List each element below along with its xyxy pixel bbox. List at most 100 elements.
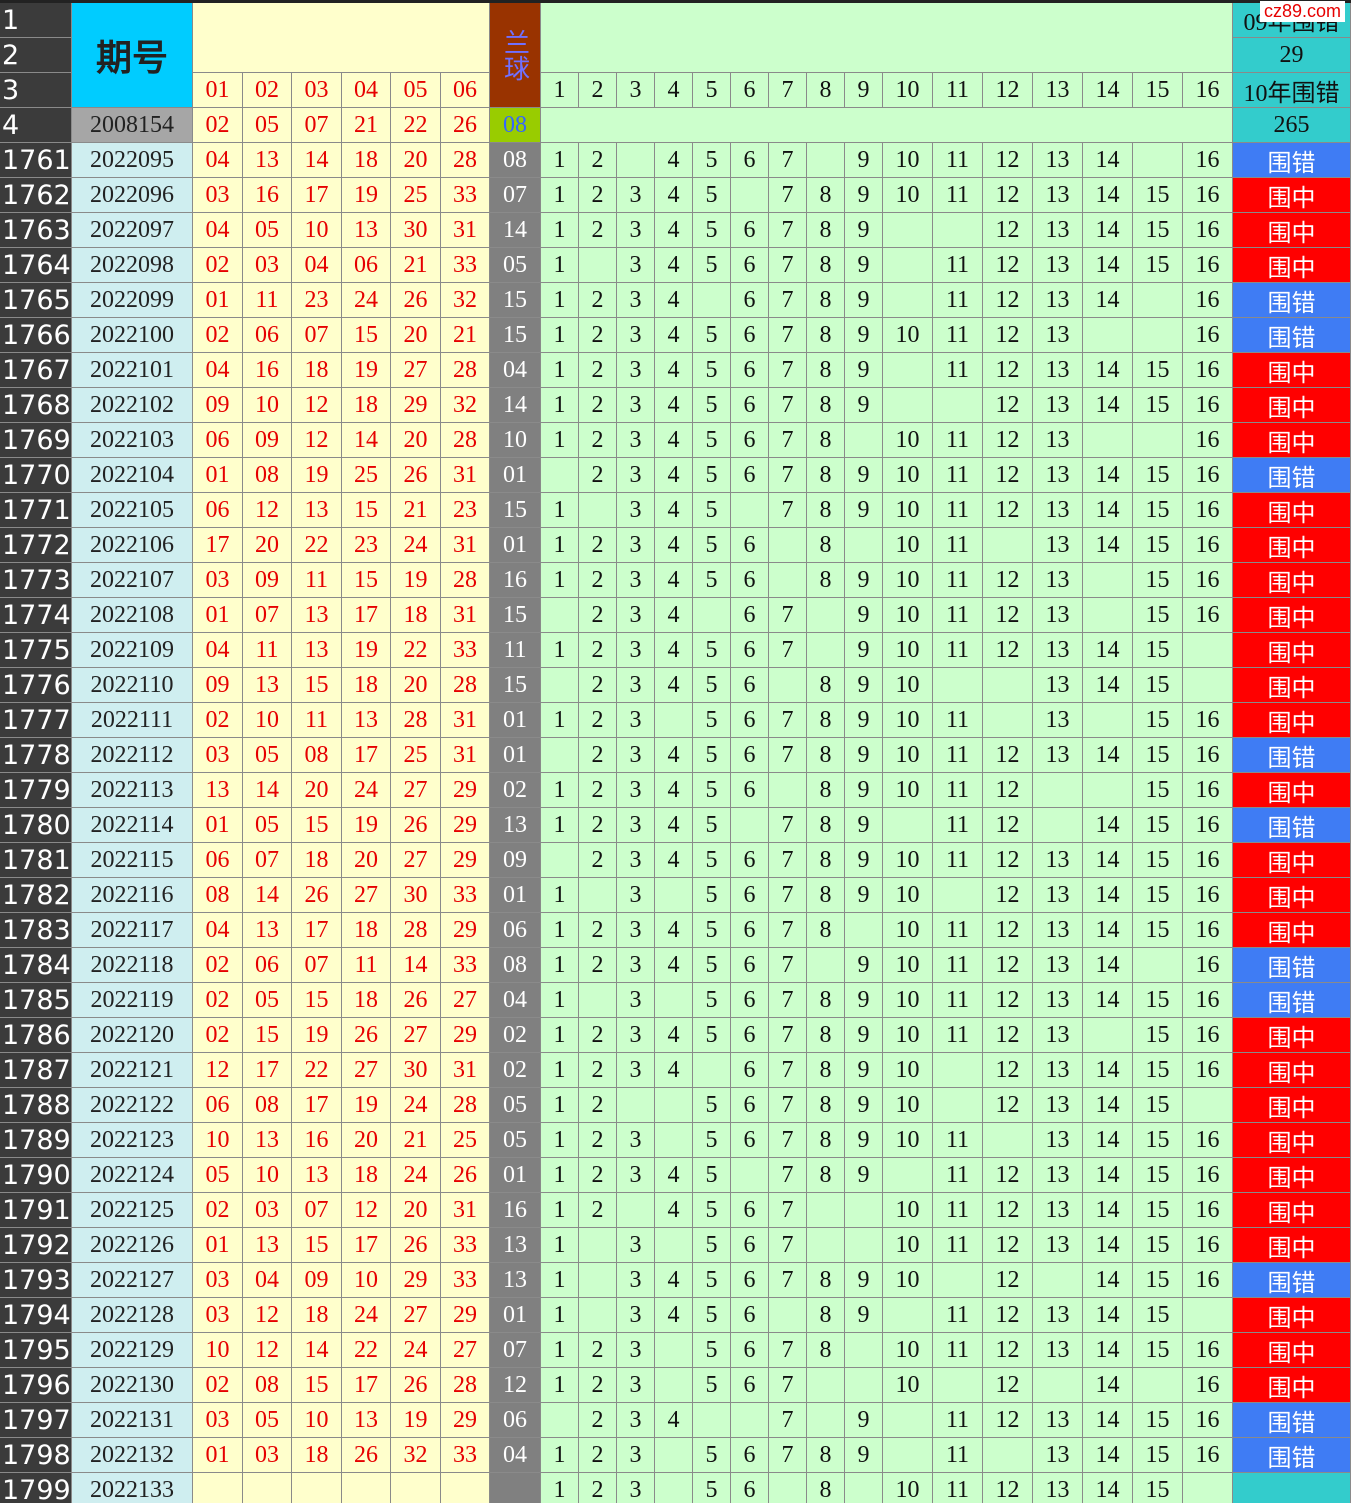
red-number: 26 <box>342 1438 391 1473</box>
row-number: 1771 <box>0 493 72 528</box>
red-number: 31 <box>441 738 490 773</box>
red-number: 26 <box>391 283 441 318</box>
hit-number: 14 <box>1083 1438 1133 1473</box>
hit-number <box>883 1438 933 1473</box>
row-number: 1767 <box>0 353 72 388</box>
row-number: 1781 <box>0 843 72 878</box>
hit-number: 3 <box>617 213 655 248</box>
period: 2022109 <box>72 633 193 668</box>
hit-number: 16 <box>1183 1123 1233 1158</box>
hit-number: 1 <box>541 1018 579 1053</box>
hit-number: 8 <box>807 1473 845 1503</box>
hit-number: 7 <box>769 213 807 248</box>
hit-number: 6 <box>731 598 769 633</box>
hit-number: 13 <box>1033 1403 1083 1438</box>
hit-number: 12 <box>983 913 1033 948</box>
hit-number: 1 <box>541 633 579 668</box>
red-number: 29 <box>391 388 441 423</box>
hit-number: 11 <box>933 528 983 563</box>
hit-number: 5 <box>693 1018 731 1053</box>
blue-number: 06 <box>490 1403 541 1438</box>
hit-number: 5 <box>693 388 731 423</box>
red-number: 01 <box>193 1228 243 1263</box>
red-col-header: 01 <box>193 73 243 108</box>
hit-number: 4 <box>655 668 693 703</box>
period: 2022113 <box>72 773 193 808</box>
hit-number: 10 <box>883 1263 933 1298</box>
blue-number: 01 <box>490 1298 541 1333</box>
hit-number: 4 <box>655 458 693 493</box>
period: 2022101 <box>72 353 193 388</box>
hit-number: 2 <box>579 388 617 423</box>
green-header-blank <box>541 3 1233 73</box>
red-number: 08 <box>292 738 342 773</box>
row-number: 1785 <box>0 983 72 1018</box>
hit-number: 2 <box>579 318 617 353</box>
hit-number: 2 <box>579 353 617 388</box>
hit-number: 11 <box>933 738 983 773</box>
hit-number: 15 <box>1133 528 1183 563</box>
hit-number: 6 <box>731 143 769 178</box>
hit-number: 11 <box>933 563 983 598</box>
red-number: 13 <box>243 668 292 703</box>
hit-number: 11 <box>933 1333 983 1368</box>
red-number: 26 <box>391 1368 441 1403</box>
hit-number: 15 <box>1133 808 1183 843</box>
hit-number: 9 <box>845 703 883 738</box>
hit-number: 2 <box>579 738 617 773</box>
hit-number: 1 <box>541 178 579 213</box>
red-number: 12 <box>292 388 342 423</box>
hit-number: 15 <box>1133 1088 1183 1123</box>
hit-number: 12 <box>983 1368 1033 1403</box>
hit-number: 11 <box>933 1403 983 1438</box>
hit-number: 11 <box>933 808 983 843</box>
hit-number: 7 <box>769 1123 807 1158</box>
hit-number: 11 <box>933 913 983 948</box>
hit-number <box>1083 563 1133 598</box>
hit-number: 8 <box>807 668 845 703</box>
hit-number <box>883 353 933 388</box>
hit-number: 16 <box>1183 948 1233 983</box>
hit-number: 9 <box>845 1263 883 1298</box>
hit-number: 12 <box>983 1403 1033 1438</box>
blue-number: 08 <box>490 143 541 178</box>
red-number: 15 <box>292 668 342 703</box>
hit-number <box>579 1263 617 1298</box>
period: 2022114 <box>72 808 193 843</box>
red-number: 17 <box>342 1228 391 1263</box>
hit-number: 8 <box>807 248 845 283</box>
hit-number: 7 <box>769 1228 807 1263</box>
hit-number: 6 <box>731 1053 769 1088</box>
hit-number: 3 <box>617 283 655 318</box>
result: 围中 <box>1233 493 1351 528</box>
hit-number: 7 <box>769 808 807 843</box>
hit-number: 7 <box>769 738 807 773</box>
hit-number: 8 <box>807 1298 845 1333</box>
row-number: 1794 <box>0 1298 72 1333</box>
hit-number <box>807 143 845 178</box>
hit-number: 7 <box>769 353 807 388</box>
red-number: 22 <box>342 1333 391 1368</box>
red-number: 28 <box>441 1088 490 1123</box>
hit-number: 15 <box>1133 913 1183 948</box>
red-number: 20 <box>391 668 441 703</box>
red-number: 16 <box>243 353 292 388</box>
hit-number: 6 <box>731 913 769 948</box>
blue-number: 02 <box>490 1018 541 1053</box>
hit-number: 6 <box>731 423 769 458</box>
hit-number: 3 <box>617 808 655 843</box>
red-number: 26 <box>292 878 342 913</box>
hit-number: 2 <box>579 528 617 563</box>
red-number: 31 <box>441 458 490 493</box>
hit-number: 16 <box>1183 983 1233 1018</box>
result: 围中 <box>1233 353 1351 388</box>
hit-number: 2 <box>579 808 617 843</box>
red-number: 08 <box>243 458 292 493</box>
result: 围中 <box>1233 1193 1351 1228</box>
hit-number: 7 <box>769 143 807 178</box>
red-number: 02 <box>193 1193 243 1228</box>
red-number: 16 <box>243 178 292 213</box>
hit-number <box>933 668 983 703</box>
red-number: 03 <box>193 738 243 773</box>
hit-number: 2 <box>579 213 617 248</box>
